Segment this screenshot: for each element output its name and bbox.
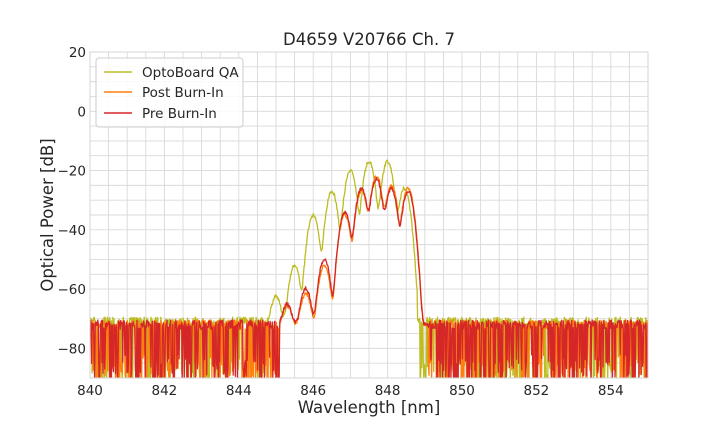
legend-label-pre-burn-in: Pre Burn-In [142,106,217,122]
series-layer [90,159,648,378]
legend-label-post-burn-in: Post Burn-In [142,85,224,101]
x-tick-label: 842 [152,383,178,399]
legend-label-optoboard-qa: OptoBoard QA [142,65,239,81]
x-tick-labels: 840 842 844 846 848 850 852 854 [77,383,624,399]
x-tick-label: 852 [524,383,550,399]
chart-title: D4659 V20766 Ch. 7 [283,30,455,49]
series-line-optoboard-qa [90,159,648,378]
y-tick-label: −80 [58,341,87,357]
y-tick-label: −40 [58,223,87,239]
x-tick-label: 850 [449,383,475,399]
x-tick-label: 848 [375,383,401,399]
series-line-pre-burn-in [90,177,648,378]
x-tick-label: 840 [77,383,103,399]
x-axis-label: Wavelength [nm] [298,398,441,417]
x-tick-label: 854 [598,383,624,399]
y-axis-label: Optical Power [dB] [38,138,57,291]
y-tick-label: −60 [58,282,87,298]
legend: OptoBoard QA Post Burn-In Pre Burn-In [95,57,244,128]
y-tick-label: 20 [69,45,86,61]
x-tick-label: 844 [226,383,252,399]
y-tick-label: −20 [58,164,87,180]
legend-box [95,57,244,128]
x-tick-label: 846 [300,383,326,399]
plot-frame [89,51,649,379]
y-tick-labels: 20 0 −20 −40 −60 −80 [58,45,87,357]
y-tick-label: 0 [77,104,86,120]
